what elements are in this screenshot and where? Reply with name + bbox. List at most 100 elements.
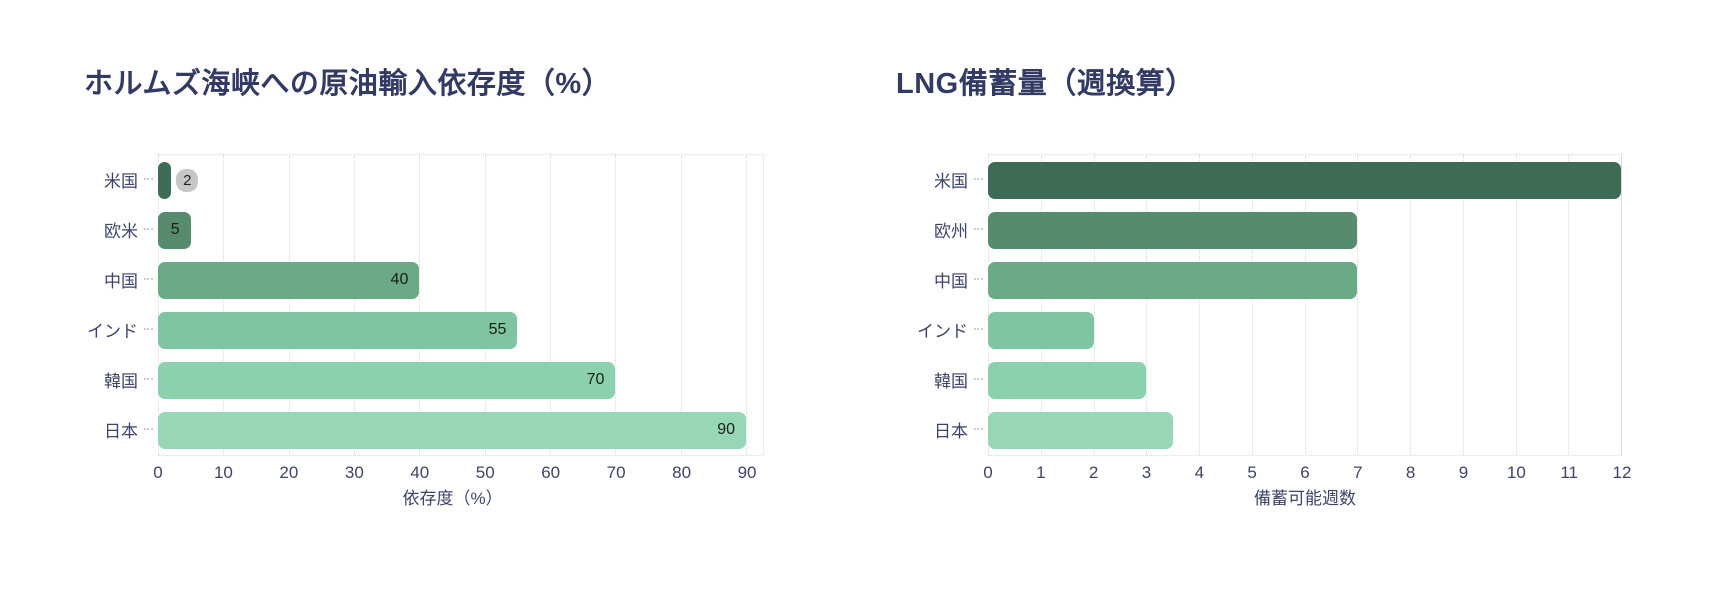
gridline	[1515, 155, 1517, 455]
category-label: 中国	[896, 254, 988, 304]
gridline	[1462, 155, 1464, 455]
x-tick-label: 0	[983, 463, 993, 482]
x-axis-label-row: 依存度（%）	[158, 484, 764, 510]
x-tick-label: 90	[737, 463, 757, 482]
bar	[988, 261, 1358, 299]
gridline	[158, 155, 159, 455]
gridline	[615, 155, 617, 455]
category-label: 米国	[84, 154, 158, 204]
x-tick-label: 12	[1612, 463, 1632, 482]
value-label: 55	[488, 321, 507, 338]
x-tick-label: 40	[410, 463, 430, 482]
chart-title: LNG備蓄量（週換算）	[896, 68, 1195, 100]
value-label: 5	[170, 221, 180, 238]
bar-row	[988, 155, 1621, 205]
bar-row	[988, 305, 1621, 355]
gridline	[550, 155, 552, 455]
x-tick-label: 7	[1353, 463, 1363, 482]
bar	[988, 211, 1358, 249]
gridline	[1621, 155, 1622, 455]
gridline	[1146, 155, 1148, 455]
x-axis-label-scale: 依存度（%）	[158, 484, 747, 510]
bar-row: 70	[158, 355, 746, 405]
x-tick-label: 80	[672, 463, 692, 482]
x-tick-label: 3	[1141, 463, 1152, 482]
x-tick-label: 20	[279, 463, 299, 482]
bar-row: 90	[158, 405, 747, 455]
charts-dashboard: ホルムズ海峡への原油輸入依存度（%） 米国 欧米 中国 インド 韓国 日本 2 5 40 55 7…	[0, 0, 1734, 510]
oil-import-dependency-chart: ホルムズ海峡への原油輸入依存度（%） 米国 欧米 中国 インド 韓国 日本 2 5 40 55 7…	[84, 60, 764, 510]
chart-body: 米国 欧州 中国 インド 韓国 日本 0 1 2 3 4 5 6 7 8 9 10 11 12 備蓄可能週数	[896, 154, 1631, 510]
gridline	[223, 155, 225, 455]
lng-storage-chart: LNG備蓄量（週換算） 米国 欧州 中国 インド 韓国 日本 0 1 2 3 4 5 6 7 8 9 10 11…	[896, 60, 1631, 510]
chart-body: 米国 欧米 中国 インド 韓国 日本 2 5 40 55 70 90 0 10 20 30 40 50 60 70…	[84, 154, 764, 510]
x-tick-label: 5	[1247, 463, 1257, 482]
x-ticks: 0 10 20 30 40 50 60 70 80 90	[153, 456, 756, 484]
plot-area: 2 5 40 55 70 90 0 10 20 30 40 50 60 70 80 90 依存度（%）	[153, 154, 764, 510]
gridline	[988, 155, 989, 455]
x-tick-label: 0	[153, 463, 163, 482]
category-label: 欧米	[84, 204, 158, 254]
bar-row: 2	[158, 155, 746, 205]
bar-row	[988, 205, 1621, 255]
gridline	[1251, 155, 1253, 455]
x-axis-label-row: 備蓄可能週数	[988, 484, 1622, 510]
bar-row: 5	[158, 205, 746, 255]
plot-grid: 2 5 40 55 70 90	[158, 154, 764, 456]
bar	[158, 161, 172, 199]
bar-row: 40	[158, 255, 746, 305]
bar-row: 55	[158, 305, 746, 355]
gridline	[1093, 155, 1095, 455]
bar: 90	[158, 411, 747, 449]
x-ticks: 0 1 2 3 4 5 6 7 8 9 10 11 12	[983, 456, 1631, 484]
gridline	[1568, 155, 1570, 455]
bar: 40	[158, 261, 420, 299]
x-tick-label: 30	[344, 463, 364, 482]
bar-row	[988, 355, 1621, 405]
category-label: 韓国	[84, 354, 158, 404]
gridline	[746, 155, 748, 455]
category-label: 米国	[896, 154, 988, 204]
bar	[988, 361, 1147, 399]
value-label: 40	[390, 271, 409, 288]
category-label: 欧州	[896, 204, 988, 254]
category-label: 中国	[84, 254, 158, 304]
bar	[988, 311, 1094, 349]
bars: 2 5 40 55 70 90	[158, 155, 748, 455]
x-axis-label: 備蓄可能週数	[1254, 489, 1356, 508]
category-label: 日本	[896, 404, 988, 454]
category-labels: 米国 欧州 中国 インド 韓国 日本	[896, 154, 988, 510]
gridline	[1357, 155, 1359, 455]
bars	[988, 155, 1622, 455]
value-label-badge: 2	[176, 168, 199, 192]
x-tick-label: 50	[475, 463, 495, 482]
x-tick-label: 10	[1506, 463, 1526, 482]
x-axis-label: 依存度（%）	[402, 489, 503, 508]
plot-area: 0 1 2 3 4 5 6 7 8 9 10 11 12 備蓄可能週数	[983, 154, 1631, 510]
gridline	[1040, 155, 1042, 455]
x-tick-label: 11	[1560, 463, 1578, 482]
category-label: インド	[896, 304, 988, 354]
category-labels: 米国 欧米 中国 インド 韓国 日本	[84, 154, 158, 510]
gridline	[419, 155, 421, 455]
x-tick-label: 9	[1458, 463, 1469, 482]
value-label: 70	[586, 371, 605, 388]
bar-row	[988, 405, 1621, 455]
x-tick-label: 10	[213, 463, 233, 482]
gridline	[1199, 155, 1200, 455]
x-tick-label: 70	[606, 463, 626, 482]
x-tick-label: 2	[1088, 463, 1099, 482]
x-tick-label: 60	[541, 463, 561, 482]
category-label: インド	[84, 304, 158, 354]
bar: 70	[158, 361, 616, 399]
bar: 5	[158, 211, 191, 249]
gridline	[680, 155, 682, 455]
category-label: 韓国	[896, 354, 988, 404]
bar	[988, 161, 1621, 199]
gridline	[484, 155, 486, 455]
bar	[988, 411, 1173, 449]
x-axis-ticks: 0 10 20 30 40 50 60 70 80 90	[153, 456, 764, 484]
bar-row	[988, 255, 1621, 305]
x-tick-label: 6	[1300, 463, 1310, 482]
chart-title: ホルムズ海峡への原油輸入依存度（%）	[84, 68, 612, 100]
